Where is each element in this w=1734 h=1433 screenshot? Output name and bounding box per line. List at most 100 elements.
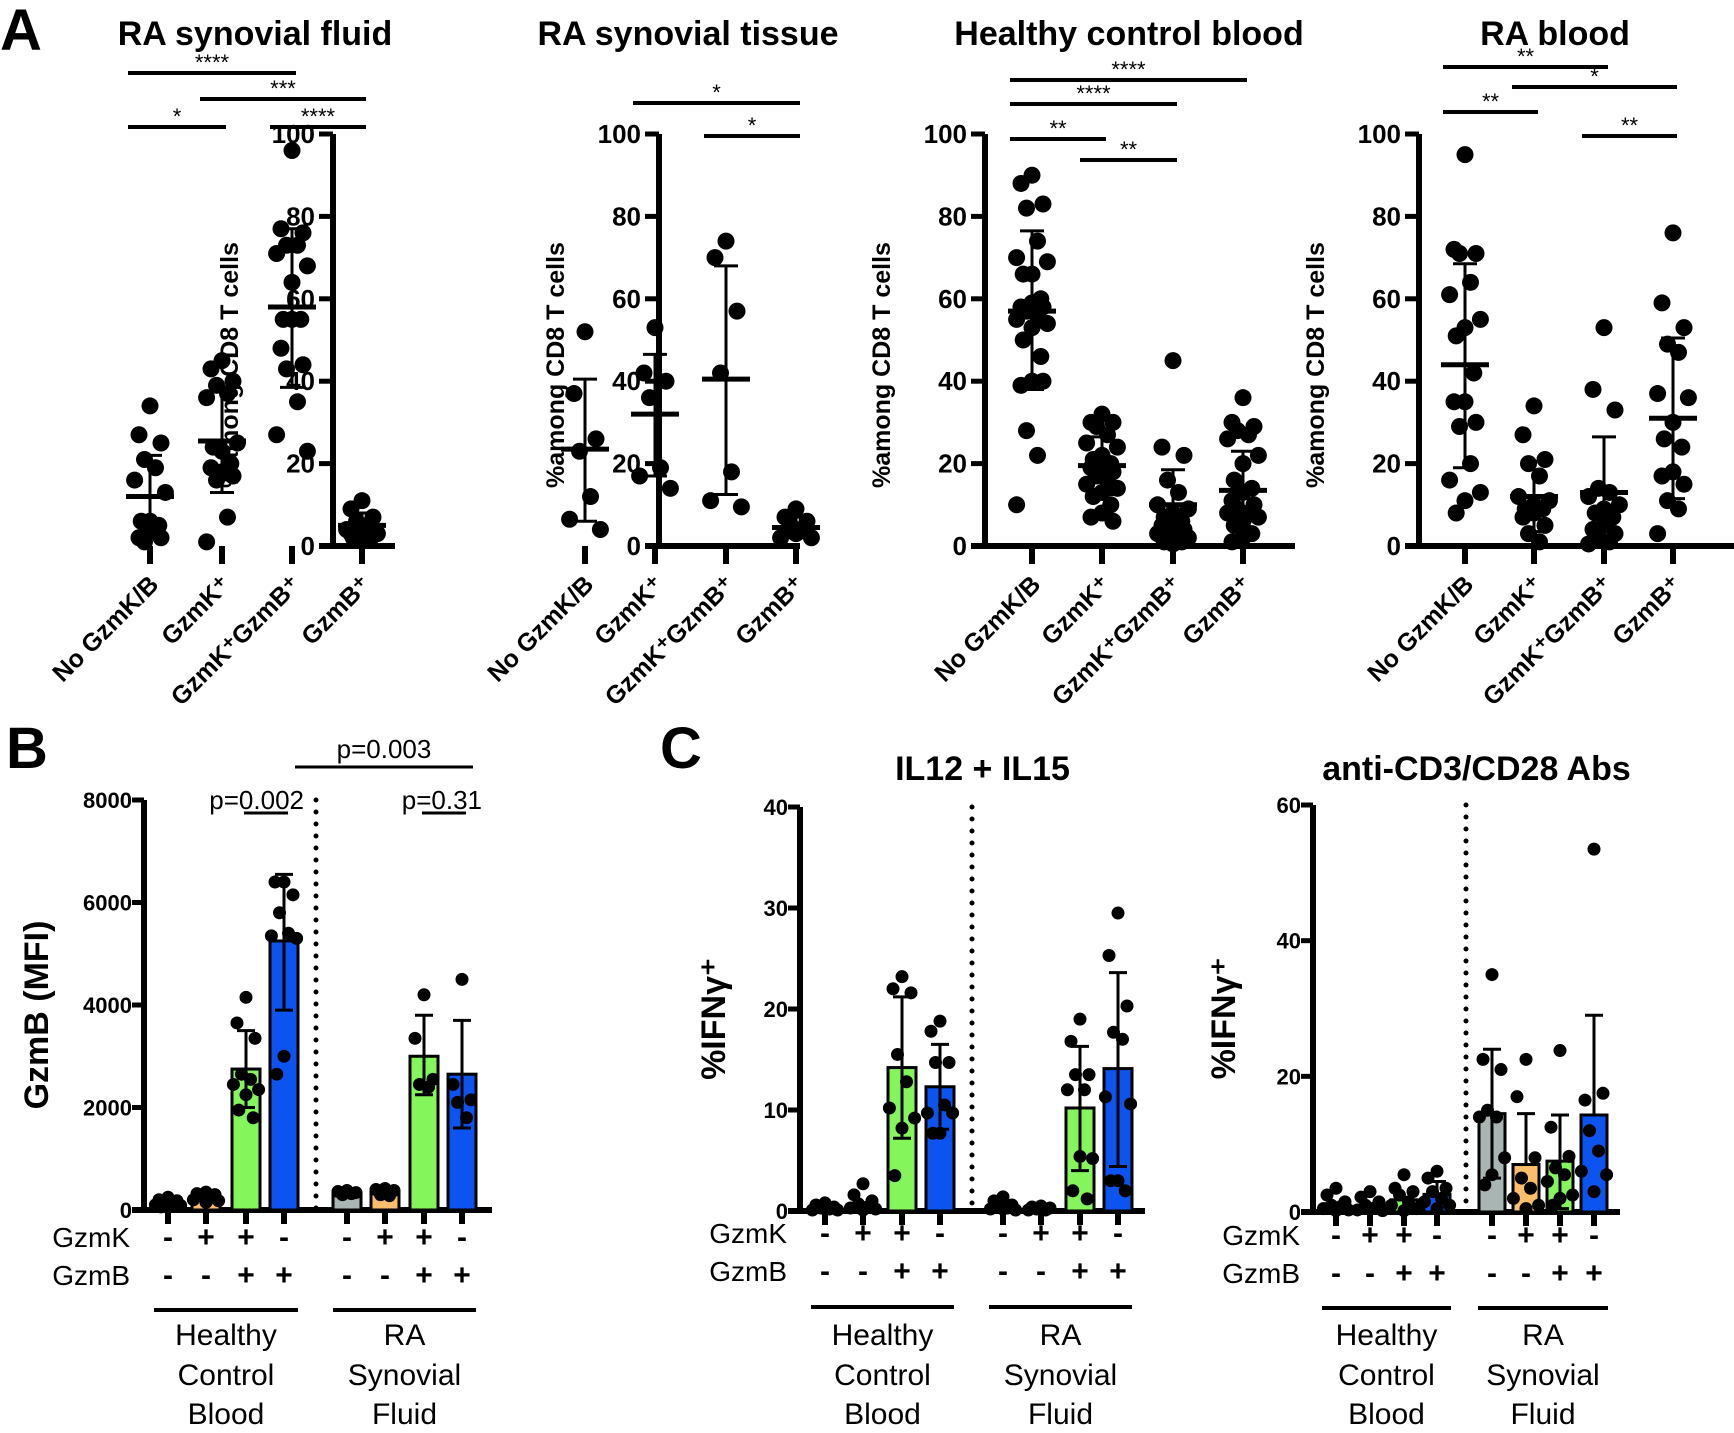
data-point	[1008, 496, 1026, 514]
data-point	[1456, 146, 1474, 164]
data-point	[661, 479, 679, 497]
y-axis-label: %IFNγ⁺	[695, 958, 733, 1080]
y-tick-label: 20	[938, 449, 967, 479]
data-point	[929, 1056, 942, 1070]
data-point	[1008, 310, 1026, 328]
data-point	[1234, 389, 1252, 407]
data-point	[1514, 508, 1532, 526]
data-point	[1467, 244, 1485, 262]
gzmb-sign: +	[237, 1259, 255, 1292]
bar-chart-2: IL12 + IL15010203040%IFNγ⁺GzmKGzmB--+-++…	[695, 750, 1145, 1431]
data-point	[1653, 294, 1671, 312]
data-point	[1018, 199, 1035, 217]
data-point	[1519, 1202, 1533, 1216]
data-point	[1064, 1034, 1078, 1048]
chart-title: RA blood	[1480, 15, 1630, 53]
data-point	[460, 1111, 473, 1125]
data-point	[219, 508, 236, 526]
data-point	[1465, 364, 1483, 382]
data-point	[1108, 438, 1126, 456]
data-point	[246, 1111, 260, 1125]
y-tick-label: 40	[938, 366, 967, 396]
data-point	[1066, 1184, 1080, 1198]
y-tick-label: 30	[764, 896, 788, 921]
data-point	[1329, 1204, 1343, 1218]
data-point	[1606, 401, 1624, 419]
data-point	[888, 1169, 902, 1183]
data-point	[938, 1098, 951, 1112]
significance-label: **	[1120, 137, 1138, 162]
data-point	[1519, 1052, 1533, 1066]
data-point	[141, 397, 159, 415]
chart-title: RA synovial fluid	[118, 15, 393, 53]
chart-title: Healthy control blood	[954, 15, 1303, 53]
group-label: RA	[1040, 1319, 1082, 1352]
gzmk-sign: -	[342, 1221, 352, 1254]
group-label: Control	[178, 1359, 275, 1392]
data-point	[1515, 1171, 1528, 1185]
gzmk-sign: +	[1071, 1217, 1089, 1250]
data-point	[1417, 1195, 1431, 1209]
data-point	[1664, 224, 1682, 242]
data-point	[1441, 471, 1459, 489]
data-point	[933, 1014, 947, 1028]
data-point	[154, 1200, 168, 1214]
data-point	[1009, 1203, 1023, 1217]
data-point	[252, 1083, 266, 1097]
gzmb-sign: -	[1487, 1257, 1497, 1290]
gzmb-sign: +	[1071, 1255, 1089, 1288]
data-point	[298, 442, 316, 460]
data-point	[1494, 1063, 1508, 1077]
data-point	[1485, 1168, 1499, 1182]
gzmk-sign: -	[1487, 1219, 1497, 1252]
significance-label: ****	[1076, 81, 1111, 106]
significance-label: ****	[195, 50, 230, 75]
data-point	[717, 232, 735, 250]
data-point	[268, 875, 282, 889]
data-point	[1082, 508, 1100, 526]
data-point	[702, 492, 720, 510]
y-tick-label: 0	[1387, 531, 1401, 561]
data-point	[1012, 376, 1030, 394]
data-point	[1566, 1188, 1580, 1202]
data-point	[1102, 948, 1116, 962]
data-point	[1649, 525, 1667, 543]
data-point	[1584, 380, 1602, 398]
data-point	[1596, 1086, 1610, 1100]
data-point	[1536, 450, 1554, 468]
data-point	[1111, 906, 1125, 920]
data-point	[1175, 446, 1193, 464]
data-point	[1014, 331, 1032, 349]
gzmk-sign: -	[1331, 1219, 1341, 1252]
scatter-chart-3: Healthy control blood 0 20 40 60 80 100 %among …	[868, 15, 1304, 711]
significance-label: ****	[301, 104, 336, 129]
data-point	[186, 1193, 200, 1207]
data-point	[1562, 1149, 1576, 1163]
data-point	[895, 1121, 909, 1135]
group-label: RA	[384, 1319, 426, 1352]
data-point	[1558, 1168, 1571, 1182]
y-tick-label: 10	[764, 1098, 788, 1123]
group-label: Fluid	[1510, 1398, 1575, 1431]
gzmb-sign: -	[1365, 1257, 1375, 1290]
data-point	[1225, 471, 1243, 489]
data-point	[417, 988, 431, 1002]
data-point	[422, 1080, 435, 1094]
data-point	[226, 1077, 240, 1091]
data-point	[1580, 535, 1598, 553]
pvalue-label: p=0.31	[402, 785, 482, 815]
gzmb-sign: +	[931, 1255, 949, 1288]
data-point	[1120, 999, 1134, 1013]
data-point	[1649, 385, 1667, 403]
gzmk-sign: -	[1432, 1219, 1442, 1252]
data-point	[1439, 1181, 1453, 1195]
data-point	[1549, 1161, 1562, 1175]
gzmb-sign: +	[275, 1259, 293, 1292]
gzmb-sign: -	[1521, 1257, 1531, 1290]
data-point	[1441, 286, 1459, 304]
data-point	[1506, 1191, 1520, 1205]
data-point	[248, 1031, 262, 1045]
chart-title: anti-CD3/CD28 Abs	[1322, 750, 1631, 788]
gzmb-sign: -	[820, 1255, 830, 1288]
